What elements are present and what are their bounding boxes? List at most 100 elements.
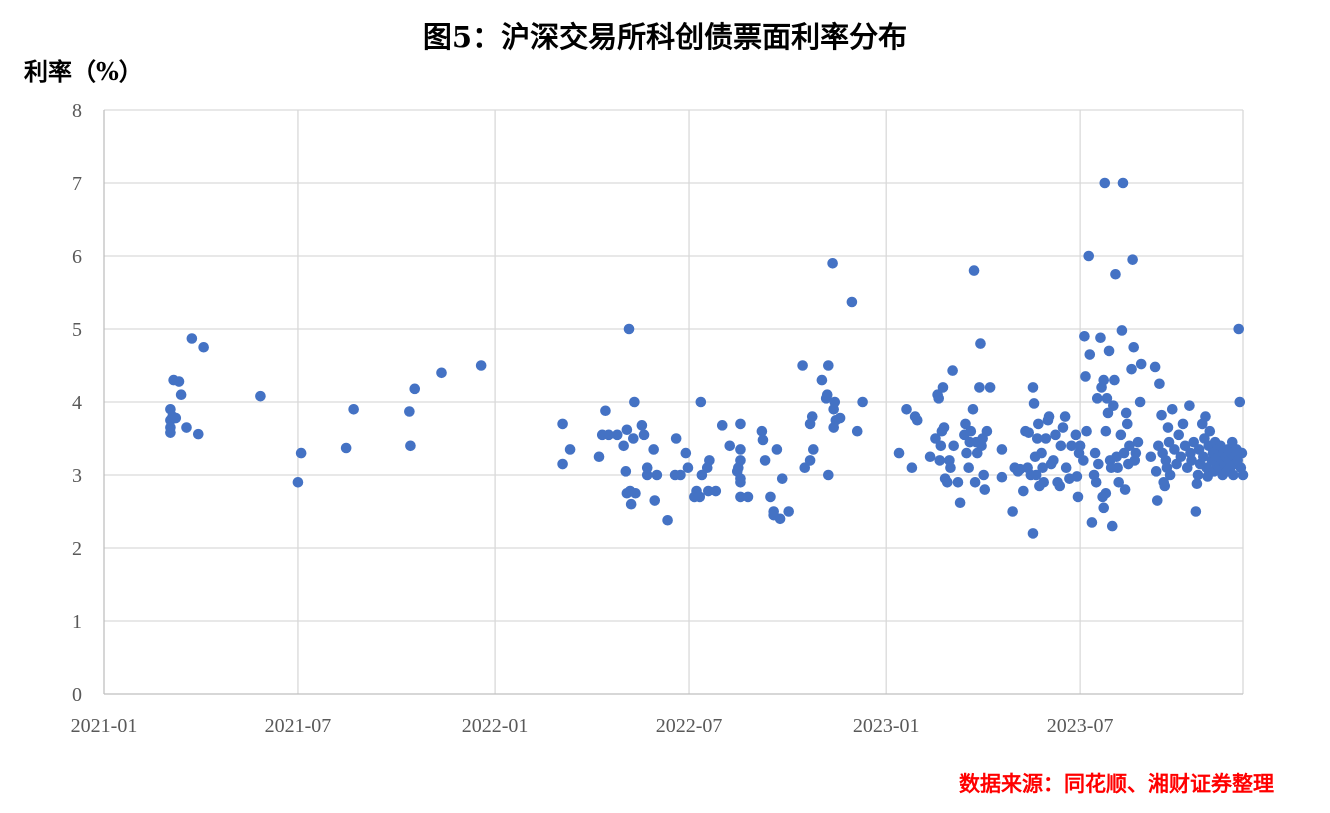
data-point: [716, 420, 728, 431]
data-point: [1030, 469, 1042, 481]
data-point: [186, 333, 198, 344]
data-point: [1084, 349, 1096, 360]
data-point: [961, 447, 972, 459]
data-point: [1007, 506, 1018, 517]
data-point: [735, 477, 746, 488]
data-point: [557, 418, 568, 430]
data-point: [1103, 345, 1115, 357]
data-point: [1036, 447, 1047, 459]
data-point: [1095, 332, 1106, 344]
y-tick-label: 7: [72, 173, 82, 195]
data-point: [1191, 478, 1203, 490]
data-point: [1072, 491, 1084, 503]
data-point: [1184, 400, 1195, 411]
data-point: [1164, 469, 1176, 481]
y-tick-label: 8: [72, 100, 82, 122]
data-point: [765, 491, 776, 503]
data-point: [724, 440, 736, 452]
y-tick-label: 6: [72, 246, 82, 268]
data-point: [1177, 418, 1189, 430]
data-point: [1081, 425, 1092, 437]
data-point: [1070, 429, 1082, 441]
data-point: [649, 495, 661, 506]
data-point: [1066, 440, 1077, 452]
x-tick-label: 2022-07: [656, 715, 723, 737]
data-point: [1038, 477, 1050, 488]
data-point: [1198, 451, 1209, 463]
data-point: [945, 462, 956, 474]
data-point: [1108, 400, 1119, 411]
data-point: [1091, 393, 1103, 404]
data-point: [1159, 480, 1171, 492]
data-point: [829, 396, 841, 408]
horizontal-gridlines: [104, 109, 1243, 622]
data-point: [1118, 447, 1130, 459]
data-point: [1018, 485, 1029, 497]
data-point: [771, 444, 783, 455]
data-point: [834, 412, 846, 424]
data-point: [405, 440, 416, 452]
data-point: [404, 406, 415, 417]
y-tick-labels: 0 1 2 3 4 5 6 7 8: [72, 100, 82, 706]
data-point: [933, 393, 944, 404]
data-point: [564, 444, 576, 455]
data-point: [735, 491, 746, 503]
data-point: [662, 514, 673, 526]
data-point: [170, 412, 182, 424]
data-point: [757, 434, 769, 446]
data-point: [641, 469, 653, 481]
data-point: [742, 491, 754, 503]
data-point: [1028, 398, 1040, 409]
data-point: [694, 491, 706, 503]
data-point: [1173, 429, 1185, 441]
data-point: [1119, 484, 1131, 495]
data-point: [181, 422, 192, 433]
y-tick-label: 5: [72, 319, 82, 341]
data-point: [1200, 411, 1211, 422]
data-point: [823, 360, 834, 371]
data-point: [1228, 469, 1239, 481]
data-point: [906, 462, 918, 474]
data-point: [783, 506, 794, 517]
data-point: [1135, 358, 1147, 370]
data-point: [648, 444, 659, 455]
data-point: [340, 442, 352, 454]
data-point: [1083, 250, 1095, 262]
data-point: [821, 389, 833, 401]
data-point: [292, 477, 304, 488]
data-point: [409, 383, 421, 395]
data-point: [1130, 447, 1142, 459]
data-point: [1233, 323, 1245, 335]
data-point: [475, 360, 487, 371]
data-point: [1057, 422, 1069, 433]
data-point: [1237, 469, 1249, 481]
y-tick-label: 1: [72, 611, 82, 633]
data-point: [1027, 528, 1039, 539]
data-point: [348, 404, 359, 415]
data-point: [952, 477, 964, 488]
data-point: [756, 425, 768, 437]
data-point: [1116, 325, 1128, 336]
data-point: [1117, 177, 1129, 189]
data-point: [620, 466, 632, 477]
data-point: [981, 425, 993, 437]
data-point: [823, 469, 834, 481]
data-point: [641, 462, 653, 474]
data-point: [996, 471, 1008, 483]
data-point: [255, 390, 266, 402]
data-point: [996, 444, 1008, 455]
data-point: [947, 365, 958, 376]
data-points: [165, 177, 1249, 539]
data-point: [1124, 440, 1135, 452]
data-point: [935, 440, 947, 452]
data-point: [675, 469, 686, 481]
data-point: [1192, 469, 1204, 481]
axes: [103, 110, 1243, 695]
data-point: [851, 425, 863, 437]
data-point: [682, 462, 694, 474]
data-point: [704, 455, 715, 466]
data-point: [797, 360, 808, 371]
data-point: [1204, 425, 1216, 437]
data-point: [1115, 429, 1127, 441]
